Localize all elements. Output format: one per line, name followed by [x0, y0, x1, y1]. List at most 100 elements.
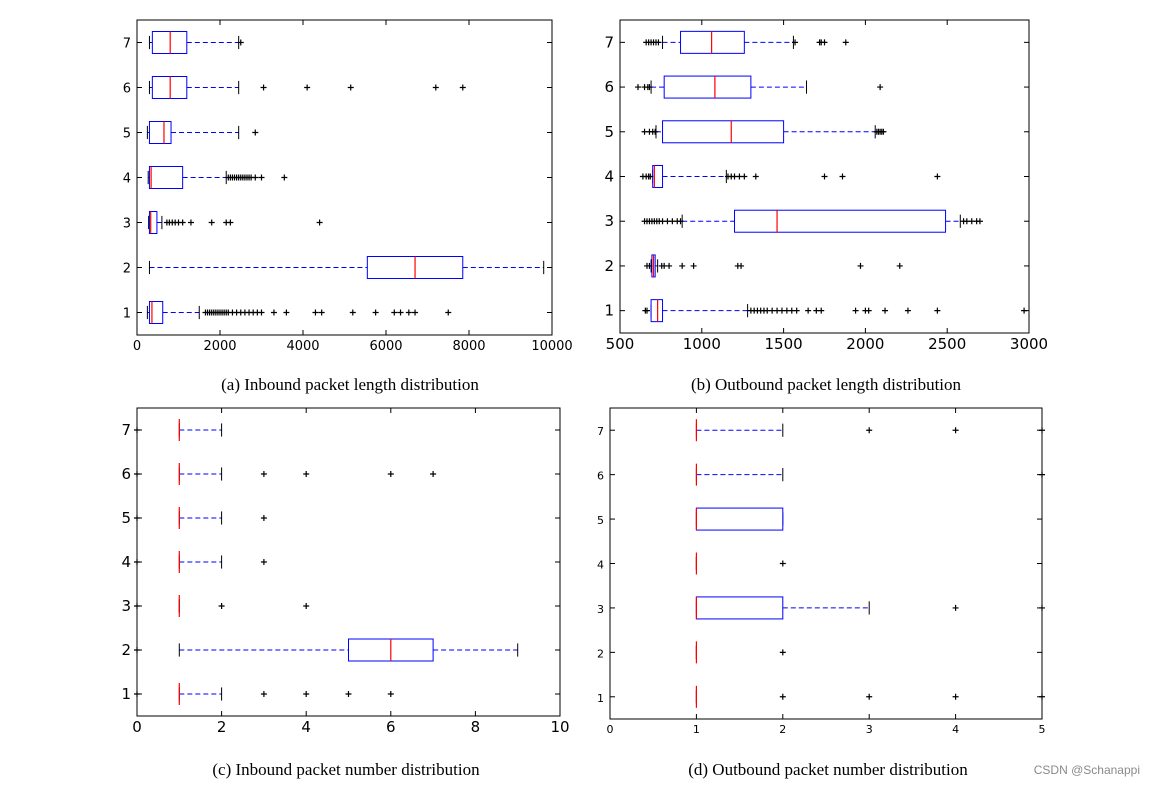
box-iqr — [650, 299, 664, 323]
flier-marker — [318, 309, 325, 316]
box-iqr — [148, 211, 158, 234]
flier-marker — [134, 427, 140, 433]
flier-marker — [208, 219, 215, 226]
panel-caption: (a) Inbound packet length distribution — [221, 375, 479, 394]
x-tick-label: 2000 — [846, 335, 884, 353]
box-group — [148, 76, 466, 99]
box-group — [148, 256, 545, 279]
flier-marker — [316, 219, 323, 226]
x-tick-label: 4 — [952, 723, 959, 736]
flier-marker — [646, 262, 653, 269]
flier-marker — [779, 693, 786, 700]
flier-marker — [260, 559, 267, 565]
flier-marker — [839, 173, 846, 180]
flier-marker — [647, 173, 654, 180]
panel-a-inbound-length: 0 2000 4000 6000 8000 10000 1 2 3 4 5 6 7 (a) Inbound… — [123, 19, 573, 394]
y-tick-label: 3 — [123, 217, 131, 232]
box-iqr — [148, 301, 164, 324]
box-iqr — [734, 209, 947, 233]
flier-marker — [934, 173, 941, 180]
flier-marker — [880, 128, 887, 135]
x-tick-label: 500 — [606, 335, 635, 353]
y-tick-label: 1 — [604, 302, 614, 320]
flier-marker — [852, 307, 859, 314]
flier-marker — [405, 309, 412, 316]
flier-marker — [260, 515, 267, 521]
flier-marker — [347, 84, 354, 91]
box-iqr — [151, 31, 188, 54]
x-tick-label: 10000 — [531, 339, 572, 354]
y-tick-label: 2 — [123, 262, 131, 277]
flier-marker — [281, 174, 288, 181]
x-tick-label: 8 — [471, 718, 481, 736]
y-tick-label: 3 — [604, 212, 614, 230]
box-group — [643, 30, 849, 54]
flier-marker — [312, 309, 319, 316]
flier-marker — [1039, 693, 1045, 700]
flier-marker — [952, 604, 959, 611]
x-tick-label: 2 — [217, 718, 227, 736]
flier-marker — [445, 309, 452, 316]
x-tick-label: 2500 — [928, 335, 966, 353]
flier-marker — [349, 309, 356, 316]
flier-marker — [430, 471, 437, 477]
flier-marker — [904, 307, 911, 314]
flier-marker — [866, 693, 873, 700]
x-tick-label: 2 — [779, 723, 786, 736]
flier-marker — [303, 471, 310, 477]
axes-frame — [136, 407, 561, 717]
y-tick-label: 2 — [604, 257, 614, 275]
y-tick-label: 5 — [604, 123, 614, 141]
flier-marker — [821, 173, 828, 180]
y-tick-label: 3 — [121, 597, 131, 615]
box-group — [147, 166, 288, 189]
x-tick-label: 4000 — [286, 339, 319, 354]
y-tick-label: 7 — [121, 421, 131, 439]
box-group — [134, 683, 394, 705]
flier-marker — [896, 262, 903, 269]
flier-marker — [792, 39, 799, 46]
box-group — [134, 507, 267, 529]
x-tick-label: 4 — [301, 718, 311, 736]
y-tick-label: 2 — [597, 647, 604, 660]
flier-marker — [652, 128, 659, 135]
y-tick-label: 6 — [604, 78, 614, 96]
axes-frame — [609, 407, 1043, 720]
flier-marker — [842, 39, 849, 46]
y-tick-label: 1 — [123, 307, 131, 322]
panel-caption: (c) Inbound packet number distribution — [212, 760, 480, 779]
flier-marker — [952, 427, 959, 434]
box-group — [643, 254, 903, 278]
box-group — [146, 301, 452, 324]
box-group — [642, 299, 1028, 323]
y-tick-label: 7 — [604, 33, 614, 51]
flier-marker — [1039, 427, 1045, 434]
flier-marker — [1039, 471, 1045, 478]
box-iqr — [663, 75, 752, 99]
flier-marker — [260, 84, 267, 91]
x-tick-label: 0 — [132, 718, 142, 736]
y-tick-label: 4 — [604, 168, 614, 186]
flier-marker — [134, 647, 140, 653]
flier-marker — [779, 560, 786, 567]
box-group — [639, 165, 941, 188]
box-iqr — [662, 120, 785, 144]
x-tick-label: 1 — [693, 723, 700, 736]
flier-marker — [260, 471, 267, 477]
box-group — [695, 552, 786, 575]
box-iqr — [148, 121, 172, 144]
box-iqr — [151, 76, 188, 99]
flier-marker — [690, 262, 697, 269]
flier-marker — [303, 603, 310, 609]
flier-marker — [741, 173, 748, 180]
flier-marker — [134, 559, 140, 565]
flier-marker — [345, 691, 352, 697]
flier-marker — [387, 471, 394, 477]
y-tick-label: 4 — [123, 172, 131, 187]
flier-marker — [187, 219, 194, 226]
box-iqr — [148, 166, 184, 189]
flier-marker — [738, 262, 745, 269]
flier-marker — [752, 173, 759, 180]
y-tick-label: 2 — [121, 641, 131, 659]
